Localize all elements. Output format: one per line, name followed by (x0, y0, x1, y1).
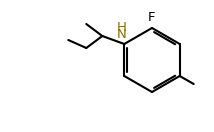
Text: H: H (116, 21, 126, 34)
Text: N: N (116, 28, 126, 41)
Text: F: F (148, 11, 156, 24)
